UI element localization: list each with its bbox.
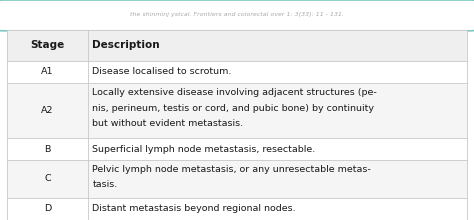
Bar [88,138,467,160]
Text: but without evident metastasis.: but without evident metastasis. [92,119,244,128]
Bar [88,30,467,61]
Bar [7,138,88,160]
Text: D: D [44,204,51,213]
Bar [7,61,88,83]
Text: Distant metastasis beyond regional nodes.: Distant metastasis beyond regional nodes… [92,204,296,213]
Text: Locally extensive disease involving adjacent structures (pe-: Locally extensive disease involving adja… [92,88,377,97]
Text: tasis.: tasis. [92,180,118,189]
Text: A1: A1 [41,67,54,76]
Text: A2: A2 [41,106,54,115]
Text: Stage: Stage [30,40,64,50]
Bar [88,83,467,138]
Bar [7,198,88,220]
Bar [7,30,88,61]
Bar [88,198,467,220]
FancyBboxPatch shape [0,0,474,31]
Bar [88,61,467,83]
Text: nis, perineum, testis or cord, and pubic bone) by continuity: nis, perineum, testis or cord, and pubic… [92,104,374,113]
Text: Pelvic lymph node metastasis, or any unresectable metas-: Pelvic lymph node metastasis, or any unr… [92,165,371,174]
Text: Superficial lymph node metastasis, resectable.: Superficial lymph node metastasis, resec… [92,145,316,154]
Text: C: C [44,174,51,183]
Bar [7,160,88,198]
Text: B: B [44,145,51,154]
Text: the shinminj ystcal. Frontiers and colorectal over 1; 3(33): 11 - 131.: the shinminj ystcal. Frontiers and color… [130,12,344,17]
Text: Disease localised to scrotum.: Disease localised to scrotum. [92,67,232,76]
Bar [88,160,467,198]
Text: Description: Description [92,40,160,50]
Bar [7,83,88,138]
